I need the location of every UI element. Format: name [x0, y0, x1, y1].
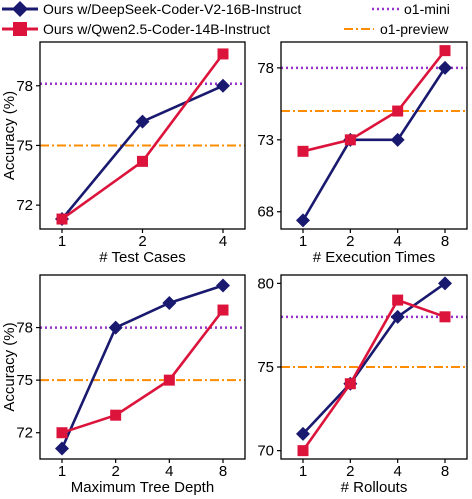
y-tick-label: 73: [257, 132, 274, 149]
legend-entry-deepseek: Ours w/DeepSeek-Coder-V2-16B-Instruct: [2, 1, 301, 17]
legend-entry-o1-preview: o1-preview: [344, 21, 449, 37]
x-tick-label: 4: [165, 463, 173, 480]
legend: Ours w/DeepSeek-Coder-V2-16B-Instruct Ou…: [2, 1, 450, 37]
point-deepseek: [216, 278, 230, 293]
x-tick-label: 1: [299, 233, 307, 250]
series-line-deepseek: [302, 282, 446, 435]
series-deepseek: [60, 284, 224, 450]
point-qwen: [297, 445, 309, 457]
x-axis-label: # Rollouts: [341, 479, 408, 496]
series-line-qwen: [302, 49, 447, 153]
x-tick-label: 4: [393, 233, 401, 250]
chart-panel-2: 68 73 78 1 2 4 8 # Execution Times: [257, 41, 468, 266]
point-deepseek: [390, 132, 405, 147]
y-tick-label: 70: [257, 443, 274, 460]
plot-frame: [39, 41, 246, 230]
chart-panel-4: 70 75 80 1 2 4 8 # Rollouts: [257, 274, 468, 496]
point-qwen: [163, 374, 175, 386]
series-qwen: [301, 298, 446, 452]
x-axis-label: # Execution Times: [313, 249, 436, 266]
point-deepseek: [162, 296, 177, 311]
legend-label-o1-preview: o1-preview: [380, 21, 449, 37]
series-qwen: [61, 53, 225, 221]
y-tick-label: 78: [257, 60, 274, 77]
point-qwen: [297, 145, 309, 157]
series-line-qwen: [301, 298, 446, 452]
legend-marker-qwen: [13, 22, 27, 36]
y-tick-label: 72: [16, 197, 33, 214]
series-line-qwen: [61, 53, 225, 221]
x-tick-label: 1: [58, 233, 66, 250]
x-tick-label: 4: [393, 463, 401, 480]
y-tick-label: 75: [16, 372, 33, 389]
point-qwen: [217, 48, 229, 60]
point-deepseek: [108, 320, 123, 335]
x-axis-label: # Test Cases: [99, 249, 185, 266]
chart-panel-1: 72 75 78 1 2 4 # Test Cases Accuracy (%): [1, 41, 246, 266]
x-tick-label: 8: [219, 463, 227, 480]
legend-label-o1-mini: o1-mini: [404, 1, 450, 17]
x-tick-label: 2: [111, 463, 119, 480]
point-qwen: [439, 311, 451, 323]
y-tick-label: 75: [257, 359, 274, 376]
point-deepseek: [438, 276, 452, 291]
y-tick-label: 80: [257, 275, 274, 292]
x-tick-label: 2: [138, 233, 146, 250]
point-qwen: [439, 45, 451, 57]
y-tick-label: 72: [16, 425, 33, 442]
legend-entry-o1-mini: o1-mini: [372, 1, 450, 17]
series-deepseek: [60, 84, 224, 220]
point-qwen: [56, 213, 68, 225]
legend-marker-deepseek: [12, 1, 28, 17]
series-line-deepseek: [60, 84, 224, 220]
point-deepseek: [390, 309, 405, 324]
point-qwen: [217, 304, 229, 316]
series-qwen: [302, 49, 447, 153]
x-tick-label: 8: [441, 463, 449, 480]
point-qwen: [392, 105, 404, 117]
chart-panel-3: 72 75 78 1 2 4 8 Maximum Tree Depth Accuracy (%): [1, 274, 246, 496]
y-axis-label: Accuracy (%): [1, 322, 18, 411]
series-line-deepseek: [301, 67, 447, 222]
x-tick-label: 1: [58, 463, 66, 480]
point-deepseek: [438, 60, 452, 75]
y-tick-label: 78: [16, 320, 33, 337]
x-axis-label: Maximum Tree Depth: [71, 479, 214, 496]
plot-frame: [39, 274, 246, 460]
legend-entry-qwen: Ours w/Qwen2.5-Coder-14B-Instruct: [2, 21, 270, 37]
point-deepseek: [216, 78, 230, 93]
y-tick-label: 75: [16, 137, 33, 154]
series-line-qwen: [61, 309, 225, 434]
point-qwen: [56, 427, 68, 439]
point-qwen: [392, 294, 404, 306]
x-tick-label: 1: [299, 463, 307, 480]
point-deepseek: [296, 213, 310, 228]
point-qwen: [344, 134, 356, 146]
series-qwen: [61, 309, 225, 434]
plot-frame: [280, 41, 468, 230]
point-deepseek: [55, 441, 69, 456]
x-tick-label: 2: [346, 463, 354, 480]
point-qwen: [344, 378, 356, 390]
y-tick-label: 78: [16, 78, 33, 95]
series-deepseek: [301, 67, 447, 222]
series-deepseek: [302, 282, 446, 435]
x-tick-label: 2: [346, 233, 354, 250]
x-tick-label: 8: [441, 233, 449, 250]
y-axis-label: Accuracy (%): [1, 91, 18, 180]
series-line-deepseek: [60, 284, 224, 450]
x-tick-label: 4: [219, 233, 227, 250]
point-qwen: [110, 409, 122, 421]
legend-label-deepseek: Ours w/DeepSeek-Coder-V2-16B-Instruct: [43, 1, 301, 17]
y-tick-label: 68: [257, 204, 274, 221]
point-qwen: [137, 155, 148, 167]
point-deepseek: [296, 426, 310, 441]
point-deepseek: [135, 114, 150, 129]
legend-label-qwen: Ours w/Qwen2.5-Coder-14B-Instruct: [43, 21, 270, 37]
